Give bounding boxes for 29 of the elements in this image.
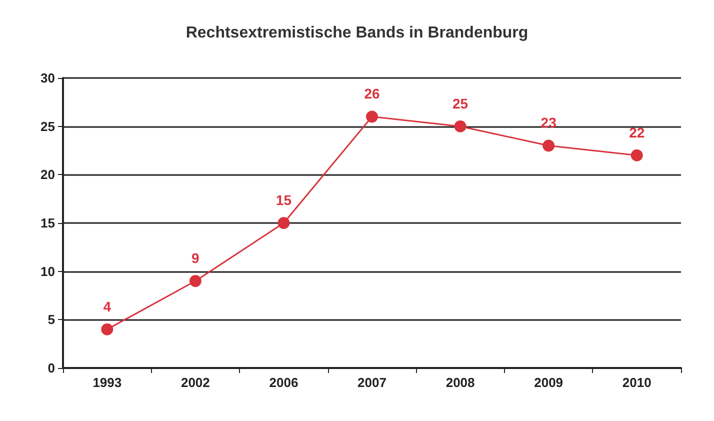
x-tick-label: 2008 [446, 375, 475, 390]
x-tick-label: 2010 [622, 375, 652, 390]
data-label: 15 [276, 192, 292, 208]
x-tick-label: 2006 [269, 375, 298, 390]
data-label: 23 [540, 114, 557, 131]
point [542, 140, 555, 152]
y-tick-label: 10 [40, 264, 55, 279]
data-label: 22 [629, 124, 645, 140]
y-tick-label: 20 [40, 167, 55, 182]
x-tick-label: 2009 [534, 375, 564, 390]
x-tick-label: 2007 [358, 375, 386, 390]
y-tick-label: 5 [48, 312, 55, 328]
y-tick-label: 30 [40, 70, 55, 86]
data-label: 26 [364, 86, 380, 102]
data-label: 4 [103, 298, 112, 314]
point [366, 110, 378, 123]
y-tick-label: 15 [40, 216, 55, 230]
y-tick-label: 25 [40, 118, 55, 134]
x-tick-label: 1993 [92, 375, 122, 390]
data-label: 9 [192, 250, 200, 266]
point [630, 149, 643, 162]
point [189, 275, 202, 287]
chart-title: Rechtsextremistische Bands in Brandenburg [186, 24, 528, 42]
y-tick-label: 0 [48, 360, 55, 376]
point [454, 120, 466, 132]
x-tick-label: 2002 [180, 375, 210, 390]
data-label: 25 [452, 95, 468, 112]
point [278, 217, 290, 229]
point [101, 323, 114, 336]
